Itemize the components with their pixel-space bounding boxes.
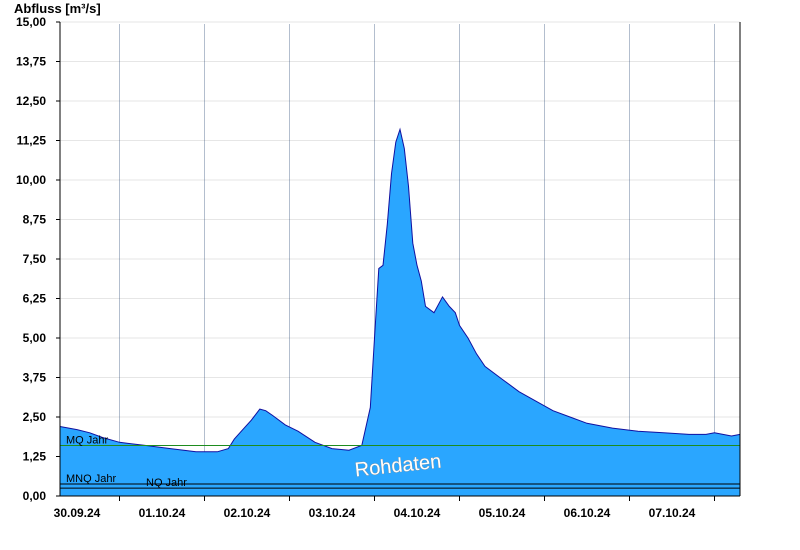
x-tick-label-3: 03.10.24	[309, 506, 356, 520]
y-tick-label-6: 7,50	[23, 252, 47, 266]
y-axis-label: Abfluss [m³/s]	[14, 1, 101, 16]
y-tick-label-7: 8,75	[23, 213, 47, 227]
y-tick-label-8: 10,00	[16, 173, 46, 187]
y-tick-label-9: 11,25	[17, 134, 47, 148]
x-tick-label-2: 02.10.24	[224, 506, 271, 520]
y-tick-label-1: 1,25	[23, 450, 47, 464]
x-tick-label-5: 05.10.24	[479, 506, 526, 520]
y-tick-label-3: 3,75	[23, 371, 47, 385]
y-tick-label-11: 13,75	[16, 55, 46, 69]
discharge-area	[60, 129, 740, 496]
y-tick-label-2: 2,50	[23, 410, 47, 424]
discharge-outline	[59, 127, 741, 453]
reference-lines: MQ Jahr MNQ Jahr NQ Jahr	[60, 434, 740, 489]
y-tick-label-12: 15,00	[16, 15, 46, 29]
x-tick-label-0: 30.09.24	[54, 506, 101, 520]
y-tick-label-0: 0,00	[23, 489, 47, 503]
ref-label-2: NQ Jahr	[146, 477, 187, 489]
ref-label-1: MNQ Jahr	[66, 473, 116, 485]
y-tick-label-4: 5,00	[23, 331, 47, 345]
x-tick-label-1: 01.10.24	[139, 506, 186, 520]
x-tick-label-7: 07.10.24	[649, 506, 696, 520]
area-layer	[59, 127, 741, 496]
ref-label-0: MQ Jahr	[66, 434, 109, 446]
axes: 0,00 1,25 2,50 3,75 5,00 6,25 7,50 8,75 10,00 11,…	[16, 15, 741, 520]
x-tick-label-6: 06.10.24	[564, 506, 611, 520]
x-tick-label-4: 04.10.24	[394, 506, 441, 520]
y-tick-label-5: 6,25	[23, 292, 47, 306]
y-tick-label-10: 12,50	[16, 94, 46, 108]
